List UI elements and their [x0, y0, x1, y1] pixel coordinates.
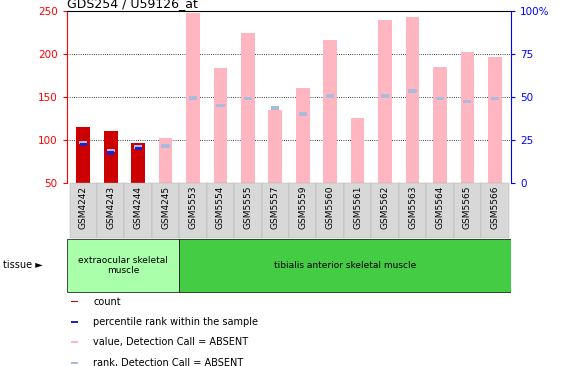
Bar — [131, 143, 145, 183]
Bar — [351, 119, 364, 183]
Text: GSM5554: GSM5554 — [216, 186, 225, 229]
Bar — [80, 143, 87, 146]
Bar — [152, 183, 180, 238]
Bar — [399, 183, 426, 238]
Bar — [324, 40, 337, 183]
Text: GSM5562: GSM5562 — [381, 186, 390, 229]
Text: GSM5565: GSM5565 — [463, 186, 472, 229]
Text: GSM5559: GSM5559 — [298, 186, 307, 229]
Bar — [77, 127, 90, 183]
Bar — [104, 131, 117, 183]
Bar — [67, 239, 180, 292]
Text: GSM5561: GSM5561 — [353, 186, 362, 229]
Text: GSM5553: GSM5553 — [188, 186, 198, 229]
Text: GSM4245: GSM4245 — [161, 186, 170, 229]
Text: GSM4242: GSM4242 — [79, 186, 88, 229]
Bar — [106, 149, 115, 152]
Bar — [71, 362, 78, 364]
Bar — [381, 94, 389, 98]
Bar — [344, 183, 371, 238]
Bar — [433, 67, 447, 183]
Bar — [241, 33, 254, 183]
Bar — [244, 97, 252, 100]
Bar — [186, 13, 200, 183]
Bar — [317, 183, 344, 238]
Bar — [97, 183, 124, 238]
Bar — [326, 94, 334, 98]
Text: value, Detection Call = ABSENT: value, Detection Call = ABSENT — [94, 337, 249, 347]
Bar — [289, 183, 317, 238]
Text: GSM4243: GSM4243 — [106, 186, 115, 229]
Bar — [271, 107, 279, 110]
Bar — [135, 147, 142, 150]
Bar — [107, 151, 114, 154]
Bar — [131, 143, 145, 183]
Bar — [436, 97, 444, 100]
Text: GSM5560: GSM5560 — [326, 186, 335, 229]
Bar — [79, 141, 87, 144]
Text: GSM5566: GSM5566 — [490, 186, 499, 229]
Bar — [463, 100, 472, 103]
Bar — [77, 127, 90, 183]
Bar — [488, 57, 501, 183]
Bar — [134, 145, 142, 149]
Bar — [159, 138, 173, 183]
Bar — [406, 17, 419, 183]
Bar — [70, 183, 97, 238]
Bar — [189, 96, 197, 100]
Bar — [454, 183, 481, 238]
Bar — [216, 104, 225, 107]
Text: percentile rank within the sample: percentile rank within the sample — [94, 317, 259, 327]
Bar — [378, 20, 392, 183]
Bar — [180, 183, 207, 238]
Bar — [371, 183, 399, 238]
Bar — [461, 52, 474, 183]
Text: GDS254 / U59126_at: GDS254 / U59126_at — [67, 0, 198, 10]
Bar — [481, 183, 508, 238]
Text: extraocular skeletal
muscle: extraocular skeletal muscle — [78, 255, 168, 275]
Text: count: count — [94, 296, 121, 307]
Text: GSM4244: GSM4244 — [134, 186, 143, 229]
Text: GSM5564: GSM5564 — [435, 186, 444, 229]
Bar — [71, 341, 78, 343]
Bar — [299, 112, 307, 116]
Bar — [234, 183, 261, 238]
Bar — [180, 239, 511, 292]
Bar — [124, 183, 152, 238]
Bar — [214, 68, 227, 183]
Text: tibialis anterior skeletal muscle: tibialis anterior skeletal muscle — [274, 261, 417, 270]
Bar — [71, 321, 78, 323]
Bar — [268, 110, 282, 183]
Text: GSM5555: GSM5555 — [243, 186, 252, 229]
Bar — [261, 183, 289, 238]
Text: GSM5557: GSM5557 — [271, 186, 280, 229]
Bar — [207, 183, 234, 238]
Text: rank, Detection Call = ABSENT: rank, Detection Call = ABSENT — [94, 358, 244, 366]
Bar — [104, 131, 117, 183]
Bar — [296, 89, 310, 183]
Bar — [71, 301, 78, 302]
Text: tissue ►: tissue ► — [3, 260, 42, 270]
Text: GSM5563: GSM5563 — [408, 186, 417, 229]
Bar — [408, 89, 417, 93]
Bar — [491, 97, 499, 100]
Bar — [426, 183, 454, 238]
Bar — [162, 144, 170, 148]
